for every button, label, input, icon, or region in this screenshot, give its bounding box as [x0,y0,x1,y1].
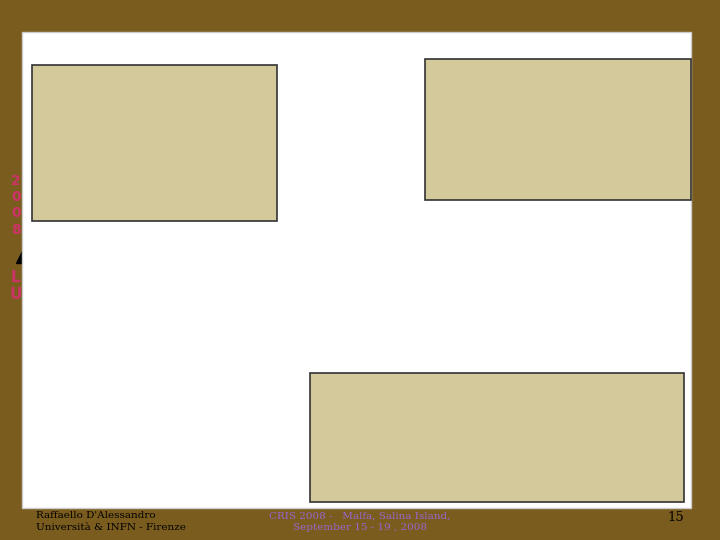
Text: (6, 10, 30, 42 X₀) for tracking purpose (X
and Y directions): (6, 10, 30, 42 X₀) for tracking purpose … [324,409,598,437]
Polygon shape [536,265,547,373]
Polygon shape [413,265,426,373]
Polygon shape [451,265,464,373]
Polygon shape [512,265,524,373]
Polygon shape [426,265,438,373]
Polygon shape [130,265,141,373]
Polygon shape [281,265,294,373]
Text: 15: 15 [667,511,684,524]
Polygon shape [165,265,177,373]
Polygon shape [547,211,612,373]
Polygon shape [500,211,612,265]
Text: 16 scintillator layers
(3 mm thick): 16 scintillator layers (3 mm thick) [489,71,627,102]
Polygon shape [464,265,482,373]
Polygon shape [344,265,356,373]
Text: 22 tungsten layers
7mm – 14 mm thick: 22 tungsten layers 7mm – 14 mm thick [48,97,181,128]
Polygon shape [189,265,201,373]
Polygon shape [464,211,529,373]
Text: = 3.5mm,  R: = 3.5mm, R [104,187,193,200]
Polygon shape [356,211,421,373]
Text: 4 pairs of silicon microstrip layers: 4 pairs of silicon microstrip layers [324,386,553,399]
Polygon shape [306,265,319,373]
Polygon shape [294,265,306,373]
Polygon shape [356,265,378,373]
Polygon shape [141,265,153,373]
Polygon shape [234,265,256,373]
Text: = 9mm): = 9mm) [192,187,251,200]
Text: Absorber: Absorber [121,77,189,91]
Polygon shape [153,265,165,373]
Text: M: M [184,194,194,204]
Polygon shape [268,265,281,373]
Text: 2
0
0
8: 2 0 0 8 [11,174,21,237]
Text: Trigger and energy profile
measurements: Trigger and energy profile measurements [469,137,647,167]
Polygon shape [464,211,565,265]
Polygon shape [356,211,464,265]
Text: 0: 0 [96,194,103,204]
Text: Raffaello D'Alessandro
Università & INFN - Firenze: Raffaello D'Alessandro Università & INFN… [36,511,186,532]
Polygon shape [212,211,277,373]
Polygon shape [319,265,331,373]
Polygon shape [212,265,234,373]
Polygon shape [201,265,212,373]
Text: L
U: L U [9,270,22,302]
Polygon shape [256,265,268,373]
Polygon shape [378,265,400,373]
Text: CRIS 2008 -   Malfa, Salina Island,
September 15 - 19 , 2008: CRIS 2008 - Malfa, Salina Island, Septem… [269,511,451,532]
Text: INCOMING NEUTRAL
PARTICLE BEAM: INCOMING NEUTRAL PARTICLE BEAM [65,338,179,366]
Polygon shape [400,211,529,265]
Polygon shape [331,265,344,373]
Polygon shape [65,313,547,378]
Polygon shape [524,265,536,373]
Polygon shape [256,211,421,265]
Polygon shape [482,265,500,373]
Text: (W: X: (W: X [48,187,84,200]
Polygon shape [400,211,464,373]
Polygon shape [500,265,512,373]
Polygon shape [500,211,565,373]
Polygon shape [400,265,413,373]
Polygon shape [130,211,277,265]
Polygon shape [438,265,451,373]
Polygon shape [256,211,320,373]
Polygon shape [177,265,189,373]
Polygon shape [212,211,320,265]
